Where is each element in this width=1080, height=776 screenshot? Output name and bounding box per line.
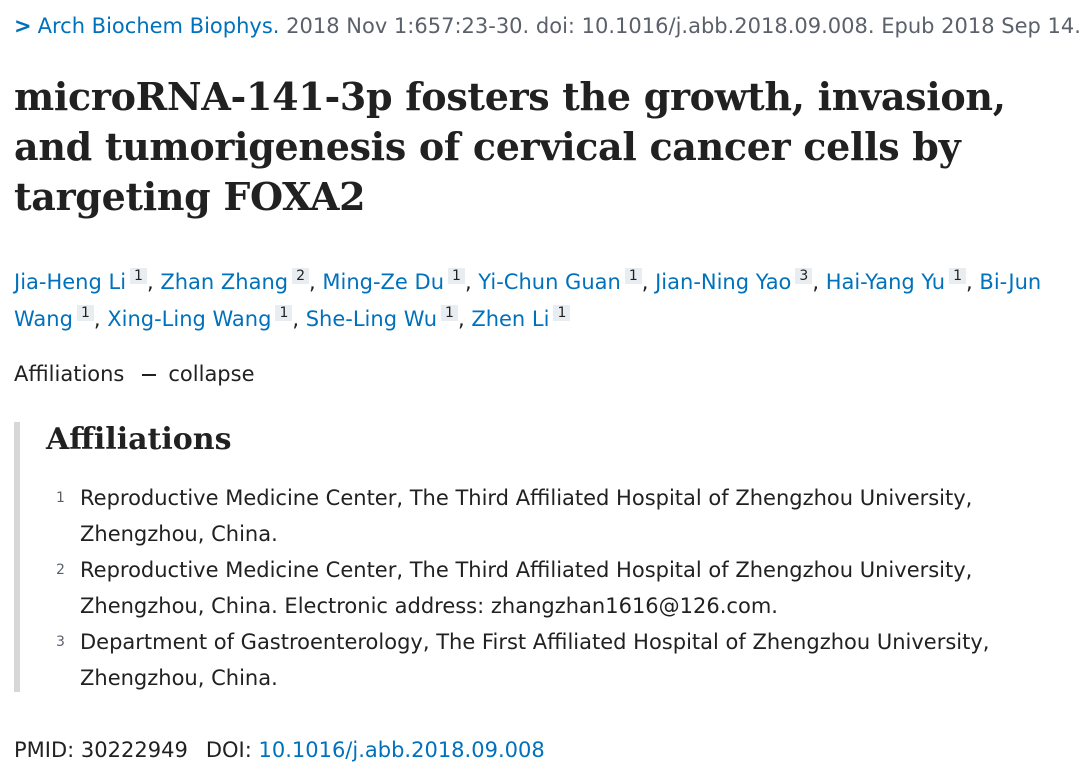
doi-link[interactable]: 10.1016/j.abb.2018.09.008 [258, 738, 545, 762]
affiliation-ref[interactable]: 3 [795, 268, 813, 284]
affiliations-toggle-label: Affiliations [14, 362, 125, 386]
author-item: Ming-Ze Du 1 [322, 268, 465, 294]
affiliation-number: 2 [56, 562, 65, 578]
journal-link[interactable]: Arch Biochem Biophys. [37, 14, 280, 38]
article-title: microRNA-141-3p fosters the growth, inva… [14, 74, 1006, 219]
affiliations-heading: Affiliations [46, 422, 232, 457]
author-item: Jia-Heng Li 1 [14, 268, 147, 294]
affiliation-ref[interactable]: 1 [130, 268, 147, 284]
author-link[interactable]: Zhan Zhang [160, 270, 289, 294]
author-link[interactable]: She-Ling Wu [305, 307, 438, 331]
affiliation-item: 1 Reproductive Medicine Center, The Thir… [54, 480, 1044, 552]
citation-details: 2018 Nov 1:657:23-30. doi: 10.1016/j.abb… [286, 14, 1080, 38]
author-item: Hai-Yang Yu 1 [825, 268, 967, 294]
author-item: She-Ling Wu 1 [305, 305, 458, 331]
affiliation-ref[interactable]: 1 [624, 268, 642, 284]
author-link[interactable]: Bi-Jun Wang [14, 270, 1042, 331]
affiliations-panel: Affiliations 1 Reproductive Medicine Cen… [14, 422, 1060, 692]
affiliation-ref[interactable]: 2 [292, 268, 310, 284]
author-list: Jia-Heng Li 1, Zhan Zhang 2, Ming-Ze Du 1, … [14, 268, 1042, 331]
author-item: Yi-Chun Guan 1 [478, 268, 642, 294]
chevron-right-icon: > [14, 14, 32, 38]
affiliation-text: Reproductive Medicine Center, The Third … [80, 486, 973, 546]
affiliation-text: Department of Gastroenterology, The Firs… [80, 630, 990, 690]
author-link[interactable]: Zhen Li [471, 307, 550, 331]
pmid-value: 30222949 [80, 738, 188, 762]
pmid-label: PMID: [14, 738, 75, 762]
author-item: Bi-Jun Wang 1 [14, 270, 1041, 331]
affiliation-ref[interactable]: 1 [275, 305, 293, 321]
affiliation-ref[interactable]: 1 [76, 305, 94, 321]
author-item: Xing-Ling Wang 1 [107, 305, 293, 331]
affiliations-toggle[interactable]: Affiliations collapse [14, 360, 255, 388]
affiliation-item: 2 Reproductive Medicine Center, The Thir… [54, 552, 1044, 624]
minus-icon [142, 374, 157, 376]
affiliations-list: 1 Reproductive Medicine Center, The Thir… [54, 480, 1044, 696]
author-link[interactable]: Jian-Ning Yao [655, 270, 792, 294]
journal-citation: > Arch Biochem Biophys. 2018 Nov 1:657:23… [14, 12, 1080, 40]
affiliation-item: 3 Department of Gastroenterology, The Fi… [54, 624, 1044, 696]
doi-label: DOI: [205, 738, 252, 762]
article-identifiers: PMID: 30222949 DOI: 10.1016/j.abb.2018.09… [14, 736, 545, 764]
affiliation-ref[interactable]: 1 [441, 305, 458, 321]
affiliation-ref[interactable]: 1 [553, 305, 571, 321]
affiliation-ref[interactable]: 1 [448, 268, 465, 284]
affiliation-text: Reproductive Medicine Center, The Third … [80, 558, 973, 618]
author-link[interactable]: Yi-Chun Guan [478, 270, 621, 294]
author-item: Zhan Zhang 2 [160, 268, 310, 294]
author-link[interactable]: Ming-Ze Du [322, 270, 445, 294]
author-link[interactable]: Xing-Ling Wang [107, 307, 272, 331]
collapse-link[interactable]: collapse [168, 362, 255, 386]
author-link[interactable]: Hai-Yang Yu [825, 270, 946, 294]
author-item: Jian-Ning Yao 3 [655, 268, 813, 294]
author-link[interactable]: Jia-Heng Li [14, 270, 127, 294]
author-item: Zhen Li 1 [471, 305, 571, 331]
affiliation-number: 3 [56, 634, 65, 650]
affiliation-ref[interactable]: 1 [949, 268, 967, 284]
affiliation-number: 1 [56, 490, 65, 506]
